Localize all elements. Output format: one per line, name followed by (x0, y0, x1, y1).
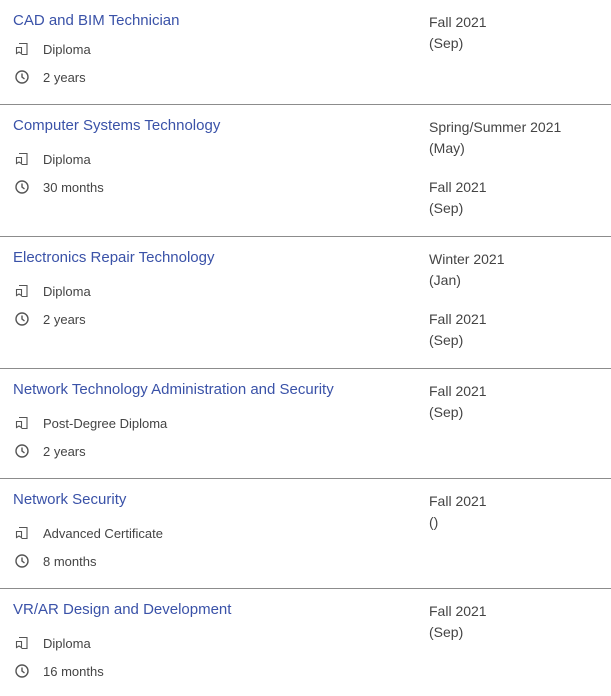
clock-icon (14, 443, 30, 459)
program-title-link[interactable]: VR/AR Design and Development (13, 601, 232, 618)
intake-list: Fall 2021 () (429, 491, 487, 533)
intake-list: Fall 2021 (Sep) (429, 601, 487, 643)
program-item: VR/AR Design and Development Diploma 16 … (0, 589, 611, 696)
credential-label: Post-Degree Diploma (43, 415, 168, 431)
credential-row: Post-Degree Diploma (14, 415, 167, 431)
credential-label: Diploma (43, 41, 91, 57)
intake-entry: Fall 2021 () (429, 491, 487, 533)
duration-row: 30 months (14, 179, 104, 195)
certificate-icon (14, 415, 30, 431)
duration-row: 2 years (14, 69, 86, 85)
intake-term: Fall 2021 (429, 383, 487, 399)
intake-list: Fall 2021 (Sep) (429, 381, 487, 423)
program-title-link[interactable]: Network Technology Administration and Se… (13, 381, 334, 398)
intake-term: Spring/Summer 2021 (429, 119, 562, 135)
intake-month: (Jan) (429, 272, 461, 288)
intake-month: () (429, 514, 439, 530)
duration-row: 8 months (14, 553, 96, 569)
intake-list: Winter 2021 (Jan) Fall 2021 (Sep) (429, 249, 504, 351)
intake-entry: Fall 2021 (Sep) (429, 177, 561, 219)
certificate-icon (14, 283, 30, 299)
intake-list: Spring/Summer 2021 (May) Fall 2021 (Sep) (429, 117, 561, 219)
duration-label: 8 months (43, 553, 97, 569)
credential-label: Diploma (43, 283, 91, 299)
clock-icon (14, 311, 30, 327)
intake-entry: Fall 2021 (Sep) (429, 381, 487, 423)
intake-term: Fall 2021 (429, 493, 487, 509)
certificate-icon (14, 525, 30, 541)
duration-label: 2 years (43, 311, 86, 327)
program-title-link[interactable]: CAD and BIM Technician (13, 12, 180, 29)
credential-label: Diploma (43, 151, 91, 167)
duration-label: 2 years (43, 443, 86, 459)
clock-icon (14, 553, 30, 569)
intake-term: Fall 2021 (429, 179, 487, 195)
intake-month: (Sep) (429, 404, 464, 420)
intake-entry: Fall 2021 (Sep) (429, 601, 487, 643)
intake-month: (May) (429, 140, 465, 156)
duration-row: 2 years (14, 443, 86, 459)
intake-list: Fall 2021 (Sep) (429, 12, 487, 54)
intake-month: (Sep) (429, 332, 464, 348)
intake-term: Winter 2021 (429, 251, 505, 267)
intake-entry: Fall 2021 (Sep) (429, 12, 487, 54)
intake-term: Fall 2021 (429, 603, 487, 619)
credential-row: Diploma (14, 151, 91, 167)
duration-label: 30 months (43, 179, 104, 195)
duration-label: 16 months (43, 663, 104, 679)
intake-month: (Sep) (429, 35, 464, 51)
program-item: Network Technology Administration and Se… (0, 369, 611, 479)
program-title-link[interactable]: Network Security (13, 491, 127, 508)
intake-term: Fall 2021 (429, 14, 487, 30)
certificate-icon (14, 41, 30, 57)
credential-row: Diploma (14, 635, 91, 651)
intake-month: (Sep) (429, 624, 464, 640)
clock-icon (14, 69, 30, 85)
credential-label: Advanced Certificate (43, 525, 163, 541)
credential-row: Diploma (14, 41, 91, 57)
program-item: Computer Systems Technology Diploma 30 m… (0, 105, 611, 237)
intake-term: Fall 2021 (429, 311, 487, 327)
program-item: Electronics Repair Technology Diploma 2 … (0, 237, 611, 369)
program-title-link[interactable]: Computer Systems Technology (13, 117, 221, 134)
duration-row: 2 years (14, 311, 86, 327)
intake-entry: Fall 2021 (Sep) (429, 309, 504, 351)
certificate-icon (14, 151, 30, 167)
credential-row: Diploma (14, 283, 91, 299)
clock-icon (14, 179, 30, 195)
intake-entry: Spring/Summer 2021 (May) (429, 117, 561, 159)
certificate-icon (14, 635, 30, 651)
credential-row: Advanced Certificate (14, 525, 163, 541)
duration-row: 16 months (14, 663, 104, 679)
program-title-link[interactable]: Electronics Repair Technology (13, 249, 215, 266)
program-item: CAD and BIM Technician Diploma 2 years F… (0, 0, 611, 105)
duration-label: 2 years (43, 69, 86, 85)
program-item: Network Security Advanced Certificate 8 … (0, 479, 611, 589)
clock-icon (14, 663, 30, 679)
credential-label: Diploma (43, 635, 91, 651)
intake-month: (Sep) (429, 200, 464, 216)
intake-entry: Winter 2021 (Jan) (429, 249, 504, 291)
